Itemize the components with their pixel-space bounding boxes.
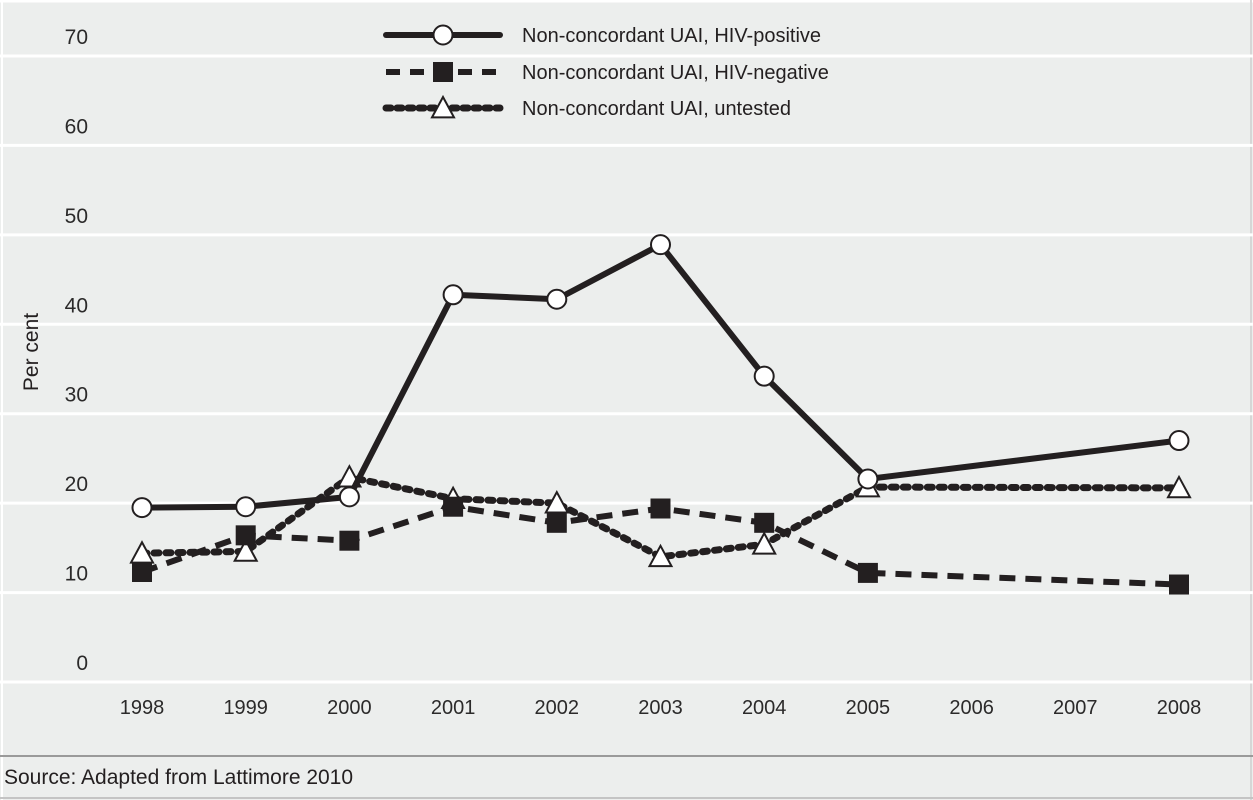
series-hiv-negative	[132, 496, 1189, 595]
data-point	[650, 498, 671, 519]
legend-item: Non-concordant UAI, HIV-negative	[386, 62, 829, 84]
x-tick-label: 2007	[1053, 697, 1098, 719]
data-point	[1166, 474, 1192, 499]
x-tick-label: 2008	[1157, 697, 1202, 719]
x-axis-ticks: 1998 1999 2000 2001 2002 2003 2004 2005 2006 2007…	[120, 697, 1202, 719]
data-point	[443, 496, 464, 517]
legend-label: Non-concordant UAI, HIV-positive	[522, 25, 821, 47]
x-tick-label: 2006	[949, 697, 994, 719]
filled-square-icon	[433, 62, 453, 82]
y-axis-label: Per cent	[20, 313, 43, 391]
y-tick-label: 10	[65, 563, 88, 586]
x-tick-label: 1999	[223, 697, 268, 719]
data-point	[1168, 430, 1190, 452]
data-point	[546, 512, 567, 533]
x-tick-label: 2003	[638, 697, 683, 719]
y-tick-label: 0	[76, 652, 88, 675]
data-point	[1169, 574, 1189, 595]
data-point	[647, 543, 674, 568]
y-axis-ticks: 0 10 20 30 40 50 60 70	[65, 26, 88, 675]
y-tick-label: 60	[65, 115, 88, 138]
data-point	[339, 530, 360, 551]
data-point	[751, 531, 777, 555]
data-point	[132, 562, 152, 583]
legend-label: Non-concordant UAI, untested	[522, 98, 791, 120]
data-point	[857, 468, 879, 490]
series-group	[129, 234, 1192, 595]
open-triangle-icon	[430, 94, 456, 119]
y-tick-label: 50	[65, 205, 88, 228]
legend-item: Non-concordant UAI, untested	[382, 94, 791, 120]
legend-item: Non-concordant UAI, HIV-positive	[383, 24, 821, 47]
data-point	[235, 496, 257, 518]
series-untested	[129, 464, 1192, 568]
data-point	[544, 490, 570, 514]
y-tick-label: 70	[65, 26, 88, 49]
data-point	[442, 284, 464, 306]
open-circle-icon	[432, 24, 454, 46]
x-tick-label: 2004	[742, 697, 787, 719]
data-point	[546, 288, 568, 310]
y-tick-label: 40	[65, 294, 88, 317]
y-tick-label: 30	[65, 384, 88, 407]
gridlines	[0, 54, 1253, 684]
data-point	[857, 562, 878, 583]
data-point	[754, 512, 775, 533]
x-tick-label: 2001	[431, 697, 476, 719]
x-tick-label: 1998	[120, 697, 165, 719]
y-tick-label: 20	[65, 473, 88, 496]
x-tick-label: 2000	[327, 697, 372, 719]
legend-label: Non-concordant UAI, HIV-negative	[522, 62, 829, 84]
data-point	[131, 497, 153, 519]
data-point	[753, 365, 775, 387]
data-point	[650, 234, 671, 256]
series-hiv-positive	[131, 234, 1190, 519]
source-note: Source: Adapted from Lattimore 2010	[4, 766, 353, 789]
data-point	[233, 538, 259, 562]
x-tick-label: 2005	[846, 697, 891, 719]
data-point	[235, 525, 256, 546]
data-point	[338, 486, 360, 508]
legend: Non-concordant UAI, HIV-positive Non-conc…	[382, 24, 829, 120]
x-tick-label: 2002	[535, 697, 580, 719]
